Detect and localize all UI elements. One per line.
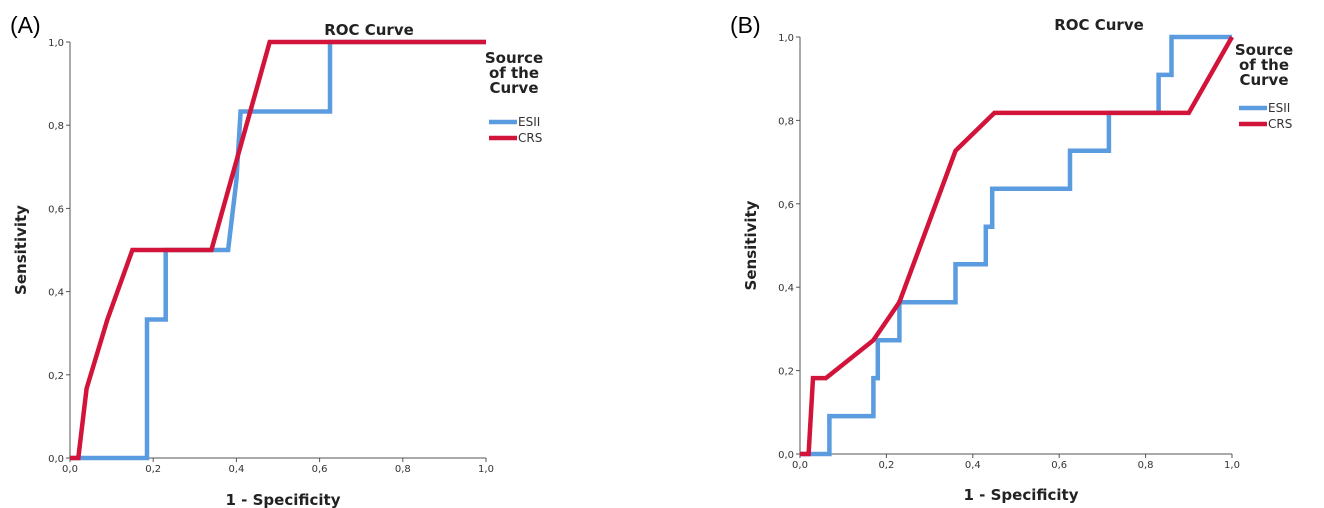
y-tick-label: 0,2 [48,371,64,382]
chart-panel-1: (B) ROC Curve 0,0 0,2 0,4 0,6 0,8 1,0 0,0 0,2 0,4 0… [730,12,1293,504]
y-tick-label: 0,8 [778,116,794,127]
x-tick-label: 0,0 [792,460,808,471]
y-tick-label: 0,6 [48,204,64,215]
series-line-crs [70,39,486,461]
y-tick-label: 0,4 [778,283,794,294]
x-tick-label: 1,0 [478,464,494,475]
x-tick-label: 0,4 [965,460,981,471]
x-tick-label: 0,2 [145,464,161,475]
x-tick-label: 0,8 [395,464,411,475]
legend-label-esii: ESII [518,115,540,129]
legend-title: Source of the Curve [485,49,543,97]
series-line-esii [70,39,486,461]
chart-title: ROC Curve [324,21,414,39]
y-axis-title: Sensitivity [12,205,30,295]
x-tick-label: 0,6 [1051,460,1067,471]
chart-panel-0: (A) ROC Curve 0,0 0,2 0,4 0,6 0,8 1,0 0,0 0,2 0,4 0… [10,12,543,508]
legend-label-crs: CRS [518,131,542,145]
y-tick-label: 1,0 [778,33,794,44]
x-tick-label: 1,0 [1224,460,1240,471]
panel-label: (A) [10,12,41,38]
y-tick-label: 0,6 [778,200,794,211]
legend-title: Source of the Curve [1235,41,1293,89]
legend-label-crs: CRS [1268,117,1292,131]
x-tick-label: 0,4 [228,464,244,475]
y-axis-title: Sensitivity [742,200,760,290]
x-tick-label: 0,8 [1138,460,1154,471]
x-tick-label: 0,6 [312,464,328,475]
y-tick-label: 0,2 [778,367,794,378]
chart-title: ROC Curve [1054,16,1144,34]
x-tick-label: 0,0 [62,464,78,475]
x-axis-title: 1 - Specificity [226,491,341,508]
y-tick-label: 0,4 [48,288,64,299]
y-tick-label: 0,0 [778,450,794,461]
x-axis-title: 1 - Specificity [964,486,1079,504]
y-tick-label: 0,0 [48,454,64,465]
series-line-esii [800,34,1232,457]
y-tick-label: 0,8 [48,121,64,132]
legend-label-esii: ESII [1268,101,1290,115]
panel-label: (B) [730,12,761,38]
y-tick-label: 1,0 [48,38,64,49]
series-line-crs [800,35,1234,457]
x-tick-label: 0,2 [878,460,894,471]
